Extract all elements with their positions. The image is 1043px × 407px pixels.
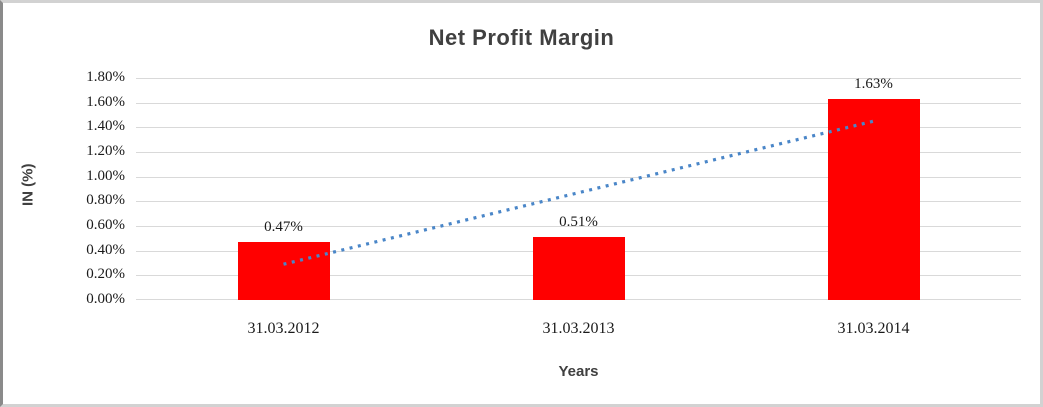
data-label: 0.51% xyxy=(559,214,598,231)
chart-title: Net Profit Margin xyxy=(428,25,615,50)
y-tick-label: 1.80% xyxy=(86,69,125,85)
x-axis-title: Years xyxy=(558,363,599,380)
y-axis-title: IN (%) xyxy=(19,163,37,207)
y-tick-label: 0.80% xyxy=(86,192,125,209)
y-tick-label: 0.20% xyxy=(86,266,125,283)
plot-area: 0.47% 0.51% 1.63% xyxy=(136,75,1021,300)
bar-31.03.2012 xyxy=(237,242,330,300)
gridline xyxy=(136,78,1021,79)
y-tick-label: 1.20% xyxy=(86,143,125,159)
x-tick-label: 31.03.2013 xyxy=(542,320,615,337)
y-tick-label: 0.40% xyxy=(86,241,125,258)
y-tick-label: 0.00% xyxy=(86,291,125,307)
x-tick-label: 31.03.2014 xyxy=(837,320,910,337)
data-label: 1.63% xyxy=(854,75,893,92)
gridline xyxy=(136,103,1021,104)
y-tick-label: 1.60% xyxy=(86,93,125,110)
y-tick-label: 1.00% xyxy=(86,167,125,184)
data-label: 0.47% xyxy=(264,219,303,236)
bar-31.03.2014 xyxy=(827,98,920,300)
y-tick-label: 0.60% xyxy=(86,217,125,233)
x-tick-label: 31.03.2012 xyxy=(247,320,320,337)
y-tick-label: 1.40% xyxy=(86,118,125,135)
bar-31.03.2013 xyxy=(532,237,625,300)
